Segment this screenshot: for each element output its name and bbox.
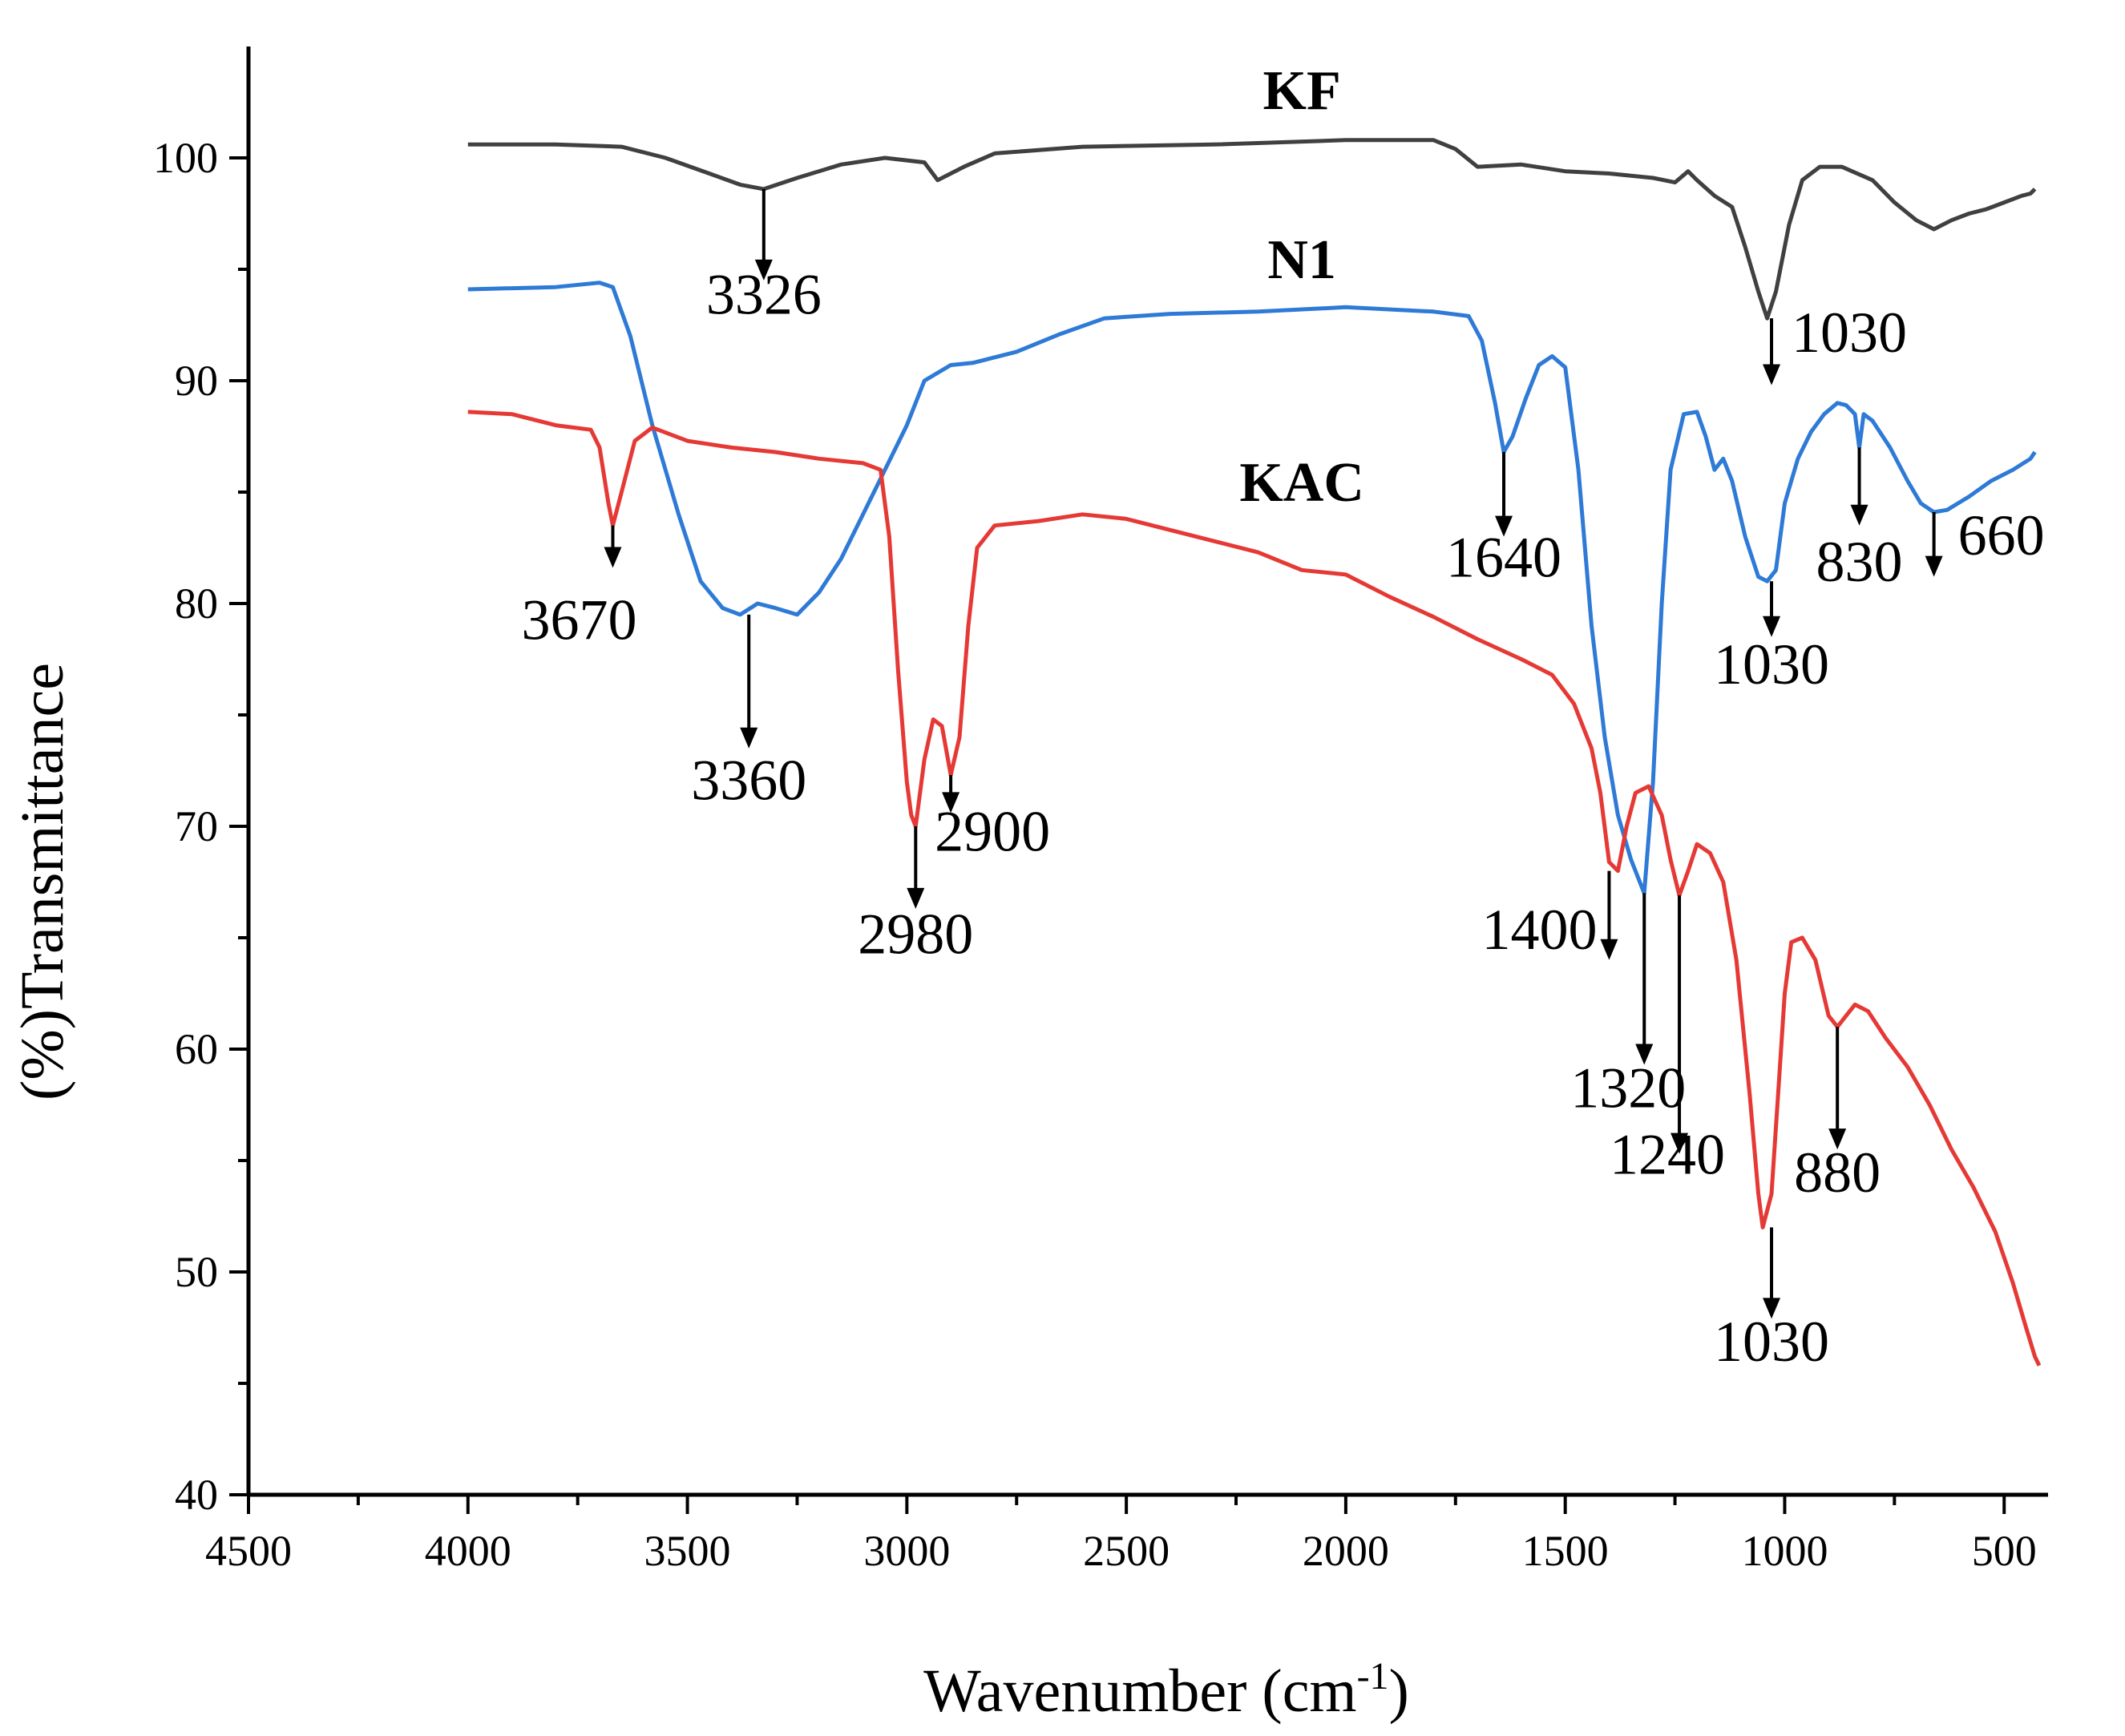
x-tick-label: 500 bbox=[1972, 1527, 2037, 1575]
x-tick-label: 2500 bbox=[1083, 1527, 1170, 1575]
peak-arrow-head bbox=[740, 727, 758, 749]
x-tick-label: 4500 bbox=[205, 1527, 292, 1575]
y-tick-label: 40 bbox=[175, 1471, 218, 1519]
peak-arrow-head bbox=[1763, 364, 1781, 386]
peak-label: 1320 bbox=[1570, 1056, 1686, 1120]
x-tick-label: 1500 bbox=[1522, 1527, 1609, 1575]
peak-arrow-head bbox=[1828, 1128, 1847, 1150]
peak-label: 1240 bbox=[1610, 1123, 1725, 1187]
x-tick-label: 1000 bbox=[1741, 1527, 1828, 1575]
peak-label: 2900 bbox=[935, 800, 1050, 864]
x-tick-label: 4000 bbox=[425, 1527, 511, 1575]
axes: 4500 4000 3500 3000 2500 2000 1500 1000 500 40 50 6… bbox=[153, 46, 2048, 1575]
peak-label: 3326 bbox=[706, 263, 822, 327]
peak-label: 1030 bbox=[1714, 1310, 1829, 1374]
y-tick-label: 60 bbox=[175, 1025, 218, 1073]
peak-annotations: 3326 1030 1640 830 660 1030 3670 3360 2980 2900 14… bbox=[521, 188, 2045, 1374]
x-axis-title-superscript: -1 bbox=[1357, 1655, 1389, 1698]
peak-arrow-head bbox=[907, 887, 925, 909]
x-axis-title: Wavenumber (cm-1) bbox=[923, 1655, 1409, 1725]
peak-label: 1640 bbox=[1446, 526, 1561, 590]
y-tick-label: 100 bbox=[153, 134, 218, 182]
series-line-kf bbox=[467, 138, 2037, 321]
peak-arrow-head bbox=[1925, 555, 1943, 577]
peak-arrow-head bbox=[1600, 939, 1618, 960]
peak-arrow-head bbox=[604, 547, 622, 568]
peak-label: 1030 bbox=[1792, 301, 1907, 365]
y-axis-title: (%)Transmittance bbox=[9, 663, 76, 1100]
series-line-n1 bbox=[467, 281, 2037, 895]
peak-arrow-head bbox=[1850, 504, 1868, 526]
y-tick-label: 50 bbox=[175, 1248, 218, 1296]
peak-arrow-head bbox=[1635, 1044, 1654, 1065]
x-axis-title-main: Wavenumber (cm bbox=[923, 1657, 1356, 1725]
peak-label: 3360 bbox=[691, 749, 806, 813]
spectra: KF N1 KAC bbox=[467, 60, 2042, 1367]
peak-arrow-head bbox=[942, 792, 960, 813]
series-label-n1: N1 bbox=[1267, 229, 1336, 291]
peak-label: 880 bbox=[1794, 1141, 1881, 1205]
peak-arrow-head bbox=[1763, 1298, 1781, 1319]
y-tick-label: 80 bbox=[175, 579, 218, 628]
peak-label: 660 bbox=[1958, 503, 2045, 567]
x-tick-label: 3000 bbox=[863, 1527, 950, 1575]
peak-arrow-head bbox=[1495, 515, 1513, 537]
peak-arrow-head bbox=[1763, 616, 1781, 637]
series-label-kf: KF bbox=[1263, 60, 1341, 122]
peak-label: 1400 bbox=[1481, 898, 1597, 962]
peak-label: 1030 bbox=[1714, 632, 1829, 696]
x-tick-label: 2000 bbox=[1303, 1527, 1389, 1575]
peak-label: 3670 bbox=[521, 587, 636, 652]
peak-arrow-head bbox=[1671, 1132, 1689, 1154]
x-tick-label: 3500 bbox=[644, 1527, 731, 1575]
peak-label: 2980 bbox=[858, 902, 973, 966]
y-tick-label: 90 bbox=[175, 357, 218, 405]
peak-arrow-head bbox=[754, 259, 773, 281]
peak-label: 830 bbox=[1816, 530, 1903, 594]
y-tick-label: 70 bbox=[175, 802, 218, 850]
series-line-kac bbox=[467, 410, 2042, 1367]
x-axis-title-end: ) bbox=[1389, 1657, 1409, 1725]
series-label-kac: KAC bbox=[1239, 452, 1364, 514]
